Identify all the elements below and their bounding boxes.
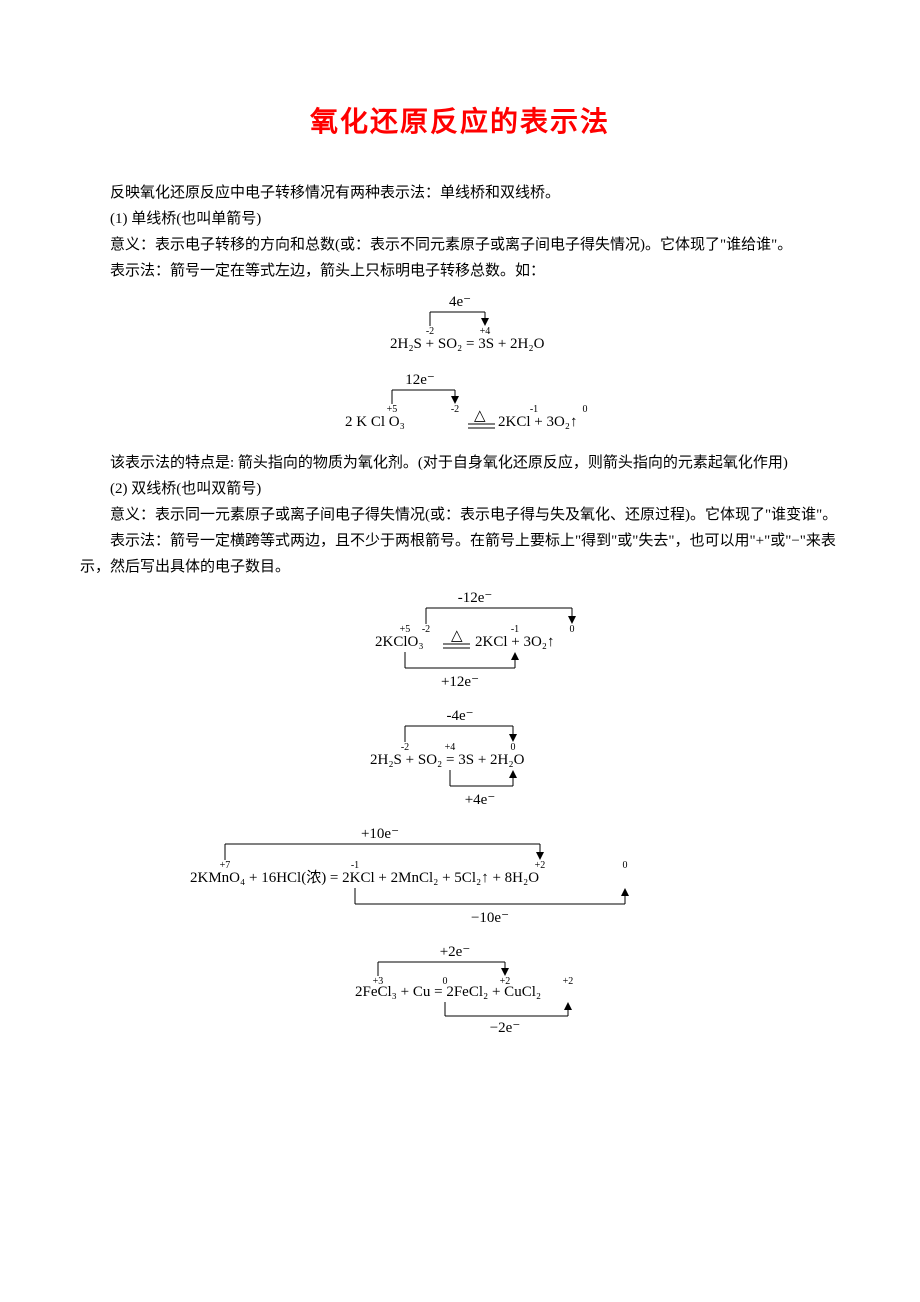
svg-text:0: 0 [570, 624, 575, 635]
eq5-top-e: +10e⁻ [361, 826, 399, 842]
intro-paragraph: 反映氧化还原反应中电子转移情况有两种表示法：单线桥和双线桥。 [80, 180, 840, 206]
eq4-top-e: -4e⁻ [446, 708, 473, 724]
svg-text:△: △ [451, 628, 463, 644]
section2-heading: (2) 双线桥(也叫双箭号) [80, 476, 840, 502]
eq6-bot-e: −2e⁻ [490, 1020, 521, 1036]
section2-meaning: 意义：表示同一元素原子或离子间电子得失情况(或：表示电子得与失及氧化、还原过程)… [80, 502, 840, 528]
equation-4-double-bridge: -4e⁻ -2 +4 0 2H₂S + SO₂ = 3S + 2H₂O +4e⁻ [80, 706, 840, 816]
eq1-electron-label: 4e⁻ [449, 294, 471, 310]
equation-3-double-bridge: -12e⁻ +5 -2 -1 0 2KClO₃ △ 2KCl + 3O₂↑ +1… [80, 588, 840, 698]
eq1-formula: 2H₂S + SO₂ = 3S + 2H₂O [390, 336, 545, 352]
eq2-ox4: 0 [583, 404, 588, 415]
svg-text:2KCl + 3O₂↑: 2KCl + 3O₂↑ [498, 414, 578, 430]
page-title: 氧化还原反应的表示法 [80, 100, 840, 140]
section1-notation: 表示法：箭号一定在等式左边，箭头上只标明电子转移总数。如： [80, 258, 840, 284]
eq5-bot-e: −10e⁻ [471, 910, 509, 926]
eq2-ox2: -2 [451, 404, 459, 415]
eq2-electron-label: 12e⁻ [405, 372, 435, 388]
equation-5-double-bridge: +10e⁻ +7 -1 +2 0 2KMnO₄ + 16HCl(浓) = 2KC… [80, 824, 840, 934]
eq2-formula: 2 K Cl O₃ [345, 414, 405, 430]
section1-meaning: 意义：表示电子转移的方向和总数(或：表示不同元素原子或离子间电子得失情况)。它体… [80, 232, 840, 258]
svg-text:△: △ [474, 408, 486, 424]
equation-1-single-bridge: 4e⁻ -2 +4 2H₂S + SO₂ = 3S + 2H₂O [80, 292, 840, 362]
svg-text:2H₂S + SO₂ = 3S + 2H₂O: 2H₂S + SO₂ = 3S + 2H₂O [370, 752, 525, 768]
equation-6-double-bridge: +2e⁻ +3 0 +2 +2 2FeCl₃ + Cu = 2FeCl₂ + C… [80, 942, 840, 1042]
svg-text:2KMnO₄ + 16HCl(浓) = 2K: 2KMnO₄ + 16HCl(浓) = 2KCl + 2MnCl₂ + 5Cl₂… [190, 869, 539, 886]
eq3-bot-e: +12e⁻ [441, 674, 479, 690]
section2-notation: 表示法：箭号一定横跨等式两边，且不少于两根箭号。在箭号上要标上"得到"或"失去"… [80, 528, 840, 580]
svg-text:0: 0 [623, 860, 628, 871]
eq3-top-e: -12e⁻ [458, 590, 493, 606]
svg-text:2FeCl₃ + Cu = 2FeCl₂ + CuCl₂: 2FeCl₃ + Cu = 2FeCl₂ + CuCl₂ [355, 984, 541, 1000]
svg-text:2KCl + 3O₂↑: 2KCl + 3O₂↑ [475, 634, 555, 650]
svg-text:2KClO₃: 2KClO₃ [375, 634, 424, 650]
eq4-bot-e: +4e⁻ [465, 792, 496, 808]
equation-2-single-bridge: 12e⁻ +5 -2 -1 0 2 K Cl O₃ △ 2KCl + 3O₂↑ [80, 370, 840, 442]
svg-text:+2: +2 [563, 976, 574, 987]
section1-conclusion: 该表示法的特点是: 箭头指向的物质为氧化剂。(对于自身氧化还原反应，则箭头指向的… [80, 450, 840, 476]
eq6-top-e: +2e⁻ [440, 944, 471, 960]
section1-heading: (1) 单线桥(也叫单箭号) [80, 206, 840, 232]
